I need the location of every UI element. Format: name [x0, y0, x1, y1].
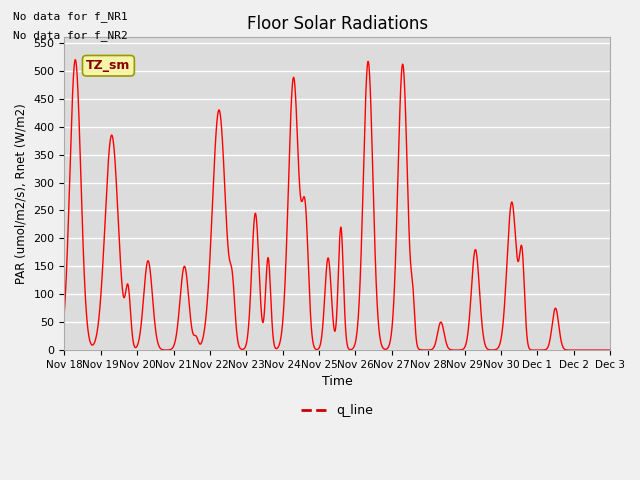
Text: No data for f_NR2: No data for f_NR2 — [13, 30, 127, 41]
X-axis label: Time: Time — [322, 375, 353, 388]
Y-axis label: PAR (umol/m2/s), Rnet (W/m2): PAR (umol/m2/s), Rnet (W/m2) — [15, 103, 28, 284]
Legend: q_line: q_line — [296, 399, 378, 422]
Text: TZ_sm: TZ_sm — [86, 59, 131, 72]
Title: Floor Solar Radiations: Floor Solar Radiations — [246, 15, 428, 33]
Text: No data for f_NR1: No data for f_NR1 — [13, 11, 127, 22]
